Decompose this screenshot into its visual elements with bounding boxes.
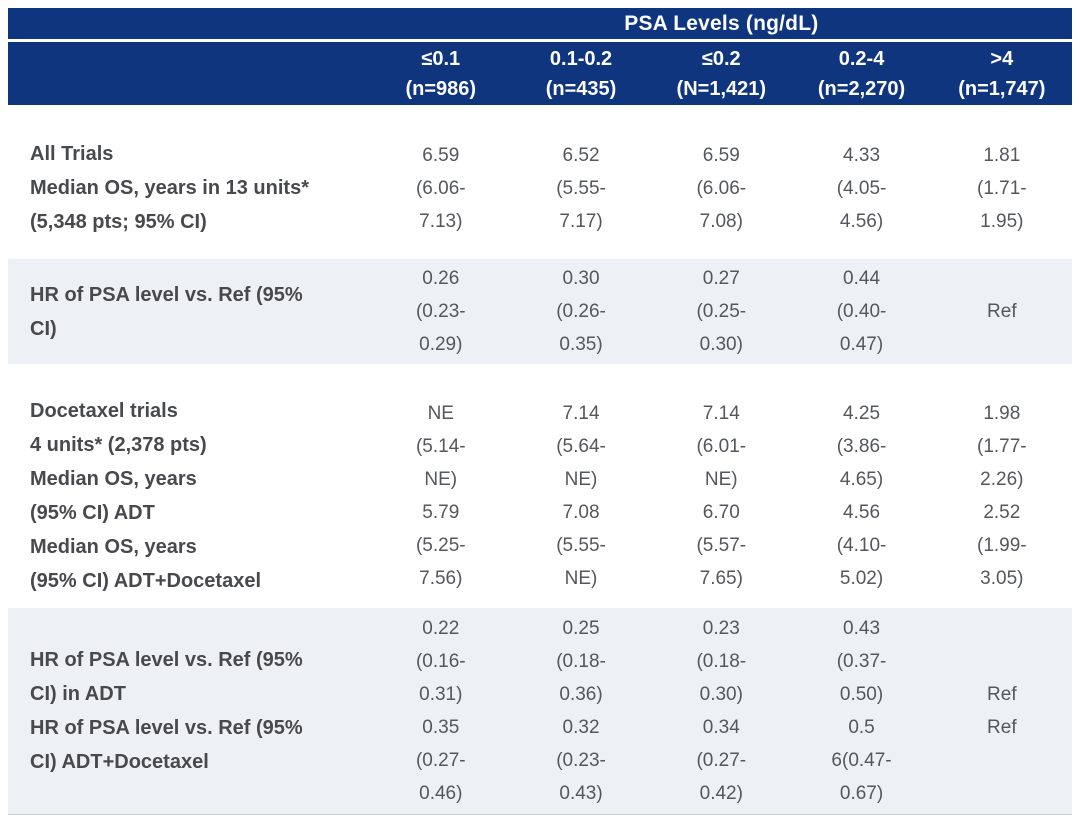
header-corner-cell — [8, 8, 371, 42]
data-cell: 1.81 (1.71- 1.95) — [931, 105, 1072, 259]
data-cell: NE (5.14- NE) 5.79 (5.25- 7.56) — [370, 364, 511, 608]
table-row-docetaxel-trials: Docetaxel trials 4 units* (2,378 pts) Me… — [8, 364, 1072, 608]
data-cell: 0.23 (0.18- 0.30) 0.34 (0.27- 0.42) — [651, 608, 792, 815]
row-label-hr-docetaxel-trials: HR of PSA level vs. Ref (95% CI) in ADT … — [8, 608, 371, 815]
table-body: All Trials Median OS, years in 13 units*… — [8, 105, 1072, 815]
table-row-hr-all-trials: HR of PSA level vs. Ref (95% CI) 0.26 (0… — [8, 259, 1072, 364]
data-cell: 0.22 (0.16- 0.31) 0.35 (0.27- 0.46) — [370, 608, 511, 815]
psa-levels-table: PSA Levels (ng/dL) ≤0.1 (n=986) 0.1-0.2 … — [8, 8, 1072, 815]
data-cell: 0.25 (0.18- 0.36) 0.32 (0.23- 0.43) — [510, 608, 652, 815]
table-title: PSA Levels (ng/dL) — [370, 8, 1072, 42]
table-row-all-trials: All Trials Median OS, years in 13 units*… — [8, 105, 1072, 259]
data-cell: 1.98 (1.77- 2.26) 2.52 (1.99- 3.05) — [931, 364, 1072, 608]
data-cell: 7.14 (5.64- NE) 7.08 (5.55- NE) — [510, 364, 652, 608]
data-cell: 7.14 (6.01- NE) 6.70 (5.57- 7.65) — [651, 364, 792, 608]
row-label-docetaxel-trials: Docetaxel trials 4 units* (2,378 pts) Me… — [8, 364, 371, 608]
table-row-hr-docetaxel-trials: HR of PSA level vs. Ref (95% CI) in ADT … — [8, 608, 1072, 815]
table-title-row: PSA Levels (ng/dL) — [8, 8, 1072, 42]
data-cell: 4.25 (3.86- 4.65) 4.56 (4.10- 5.02) — [791, 364, 932, 608]
data-cell: 6.59 (6.06- 7.13) — [370, 105, 511, 259]
row-label-all-trials: All Trials Median OS, years in 13 units*… — [8, 105, 371, 259]
data-cell: 0.43 (0.37- 0.50) 0.5 6(0.47- 0.67) — [791, 608, 932, 815]
column-header-row: ≤0.1 (n=986) 0.1-0.2 (n=435) ≤0.2 (N=1,4… — [8, 40, 1072, 105]
data-cell: 0.30 (0.26- 0.35) — [510, 259, 652, 364]
data-cell: 4.33 (4.05- 4.56) — [791, 105, 932, 259]
data-cell: 0.27 (0.25- 0.30) — [651, 259, 792, 364]
data-cell: 6.52 (5.55- 7.17) — [510, 105, 652, 259]
column-header-0-2-4: 0.2-4 (n=2,270) — [791, 40, 932, 105]
data-cell: 0.26 (0.23- 0.29) — [370, 259, 511, 364]
data-cell: 0.44 (0.40- 0.47) — [791, 259, 932, 364]
row-label-hr-all-trials: HR of PSA level vs. Ref (95% CI) — [8, 259, 371, 364]
data-cell: 6.59 (6.06- 7.08) — [651, 105, 792, 259]
column-header-le-0-2: ≤0.2 (N=1,421) — [651, 40, 792, 105]
column-header-0-1-0-2: 0.1-0.2 (n=435) — [510, 40, 652, 105]
data-cell: Ref Ref — [931, 608, 1072, 815]
data-cell: Ref — [931, 259, 1072, 364]
column-header-gt-4: >4 (n=1,747) — [931, 40, 1072, 105]
row-label-header-cell — [8, 40, 371, 105]
column-header-le-0-1: ≤0.1 (n=986) — [370, 40, 511, 105]
table-header: PSA Levels (ng/dL) ≤0.1 (n=986) 0.1-0.2 … — [8, 8, 1072, 105]
